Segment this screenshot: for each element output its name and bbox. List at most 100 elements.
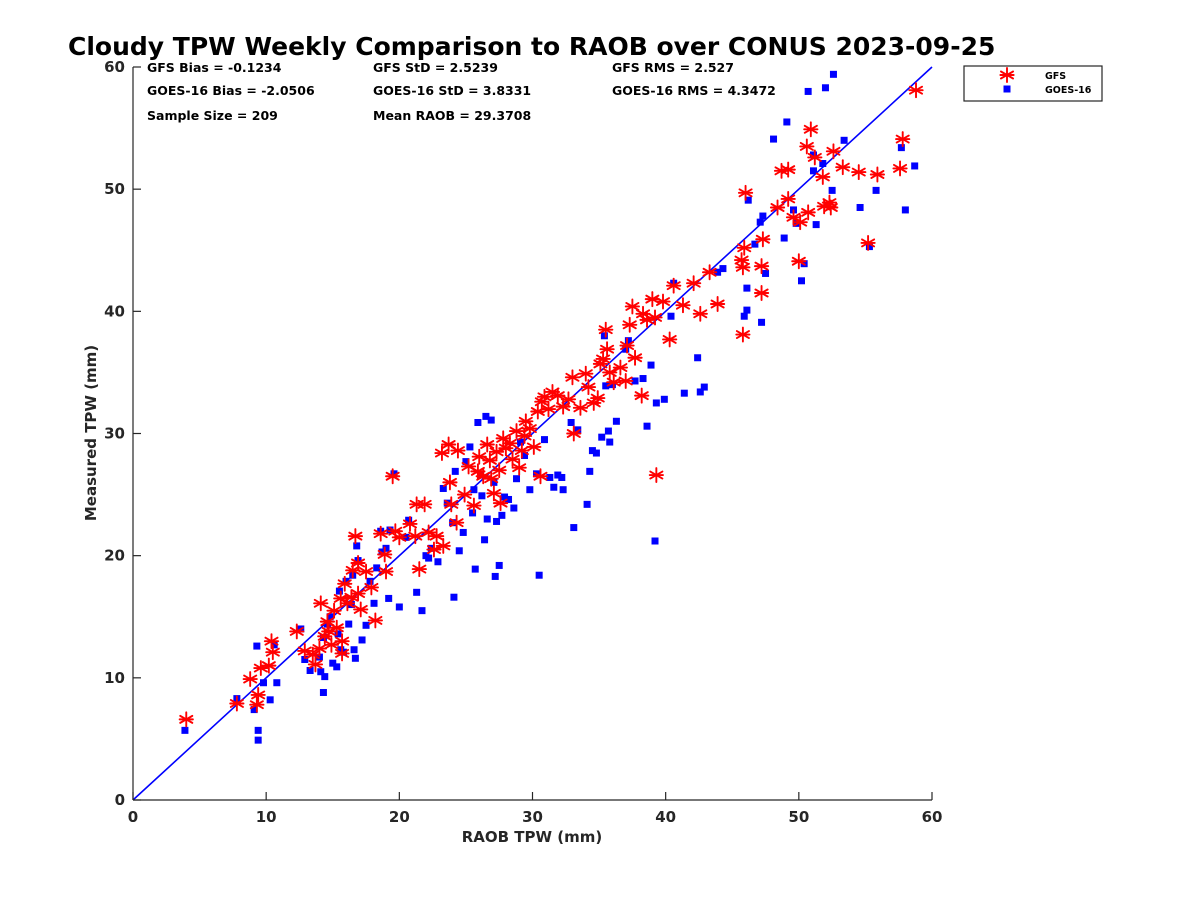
goes-16-point-144	[819, 160, 827, 168]
goes-16-point-123	[719, 265, 727, 273]
goes-16-point-150	[865, 243, 873, 251]
goes-16-point-82	[517, 438, 525, 446]
goes-16-point-88	[546, 473, 554, 481]
gfs-point-67	[491, 462, 507, 479]
gfs-point-3	[250, 686, 266, 703]
goes-16-point-98	[588, 447, 596, 455]
gfs-point-125	[735, 326, 751, 343]
gfs-point-122	[733, 252, 750, 268]
gfs-point-38	[385, 468, 401, 485]
y-tick-label: 20	[104, 547, 125, 565]
gfs-point-104	[619, 337, 635, 354]
legend-label-gfs: GFS	[1045, 71, 1066, 82]
gfs-point-29	[350, 585, 366, 602]
goes-16-point-2	[250, 706, 258, 714]
goes-16-point-75	[493, 517, 501, 525]
gfs-point-27	[347, 528, 363, 545]
goes-16-point-5	[253, 642, 261, 650]
gfs-point-124	[736, 239, 752, 256]
goes-16-point-8	[270, 641, 278, 649]
gfs-point-58	[466, 497, 482, 514]
gfs-point-34	[367, 612, 383, 629]
gfs-point-110	[639, 311, 655, 328]
goes-16-point-47	[405, 516, 413, 524]
goes-16-point-83	[521, 451, 529, 459]
goes-std-stat: GOES-16 StD = 3.8331	[373, 83, 531, 98]
gfs-point-151	[895, 131, 911, 148]
legend: GFS GOES-16	[963, 65, 1103, 102]
y-tick-label: 60	[104, 58, 125, 76]
goes-16-point-145	[821, 84, 829, 92]
goes-16-point-151	[872, 186, 880, 194]
x-tick-label: 0	[128, 808, 138, 826]
goes-16-point-34	[358, 636, 366, 644]
goes-16-point-43	[386, 526, 394, 534]
gfs-point-141	[815, 168, 831, 185]
x-tick-label: 30	[522, 808, 543, 826]
gfs-point-149	[869, 166, 886, 183]
gfs-point-112	[647, 309, 663, 326]
goes-16-point-92	[559, 486, 567, 494]
y-tick-label: 40	[104, 302, 125, 320]
gfs-point-116	[666, 277, 682, 294]
one-to-one-line	[132, 66, 933, 801]
goes-16-point-62	[466, 443, 474, 451]
gfs-point-62	[479, 436, 495, 453]
goes-16-point-84	[526, 486, 534, 494]
gfs-point-105	[622, 316, 638, 333]
goes-16-point-138	[797, 277, 805, 285]
goes-16-point-122	[714, 268, 722, 276]
sample-size-stat: Sample Size = 209	[147, 108, 278, 123]
y-axis-label: Measured TPW (mm)	[82, 345, 100, 521]
goes-16-point-104	[606, 438, 614, 446]
goes-16-point-19	[326, 613, 334, 621]
goes-16-point-41	[382, 544, 390, 552]
gfs-point-41	[402, 515, 418, 532]
legend-label-goes-16: GOES-16	[1045, 85, 1092, 96]
gfs-point-81	[532, 468, 549, 485]
goes-16-point-90	[554, 471, 562, 479]
gfs-point-107	[627, 349, 643, 366]
y-tick-label: 10	[104, 669, 125, 687]
gfs-point-75	[514, 442, 530, 459]
goes-16-point-135	[783, 118, 791, 126]
gfs-point-42	[407, 528, 423, 545]
gfs-point-150	[892, 160, 908, 177]
legend-marker-goes-16	[1003, 85, 1011, 93]
gfs-point-52	[443, 496, 459, 513]
gfs-point-79	[526, 438, 542, 455]
legend-box	[963, 65, 1103, 102]
goes-16-point-44	[390, 470, 398, 478]
gfs-point-106	[624, 298, 640, 315]
goes-16-point-110	[639, 375, 647, 383]
gfs-point-83	[536, 388, 553, 405]
goes-16-point-125	[743, 306, 751, 314]
x-axis-label: RAOB TPW (mm)	[462, 828, 603, 846]
x-tick-label: 50	[788, 808, 809, 826]
gfs-point-90	[566, 425, 582, 442]
gfs-point-73	[508, 423, 525, 440]
goes-16-point-14	[317, 668, 325, 676]
goes-16-point-38	[373, 564, 381, 572]
x-tick-label: 10	[256, 808, 277, 826]
goes-16-point-114	[652, 399, 660, 407]
goes-16-point-27	[345, 620, 353, 628]
gfs-point-78	[522, 420, 538, 437]
gfs-point-152	[908, 82, 924, 99]
goes-16-point-35	[362, 621, 370, 629]
goes-16-point-45	[395, 603, 403, 611]
goes-16-point-30	[350, 646, 358, 654]
gfs-point-139	[803, 121, 819, 138]
gfs-point-138	[800, 204, 816, 221]
gfs-bias-stat: GFS Bias = -0.1234	[147, 60, 282, 75]
goes-16-point-127	[744, 196, 752, 204]
goes-16-point-89	[550, 483, 558, 491]
goes-16-point-58	[451, 467, 459, 475]
gfs-point-99	[599, 341, 615, 358]
gfs-point-71	[502, 435, 518, 452]
gfs-point-23	[337, 575, 353, 592]
gfs-point-40	[391, 529, 407, 546]
goes-16-point-133	[770, 135, 778, 143]
gfs-point-101	[606, 374, 622, 391]
